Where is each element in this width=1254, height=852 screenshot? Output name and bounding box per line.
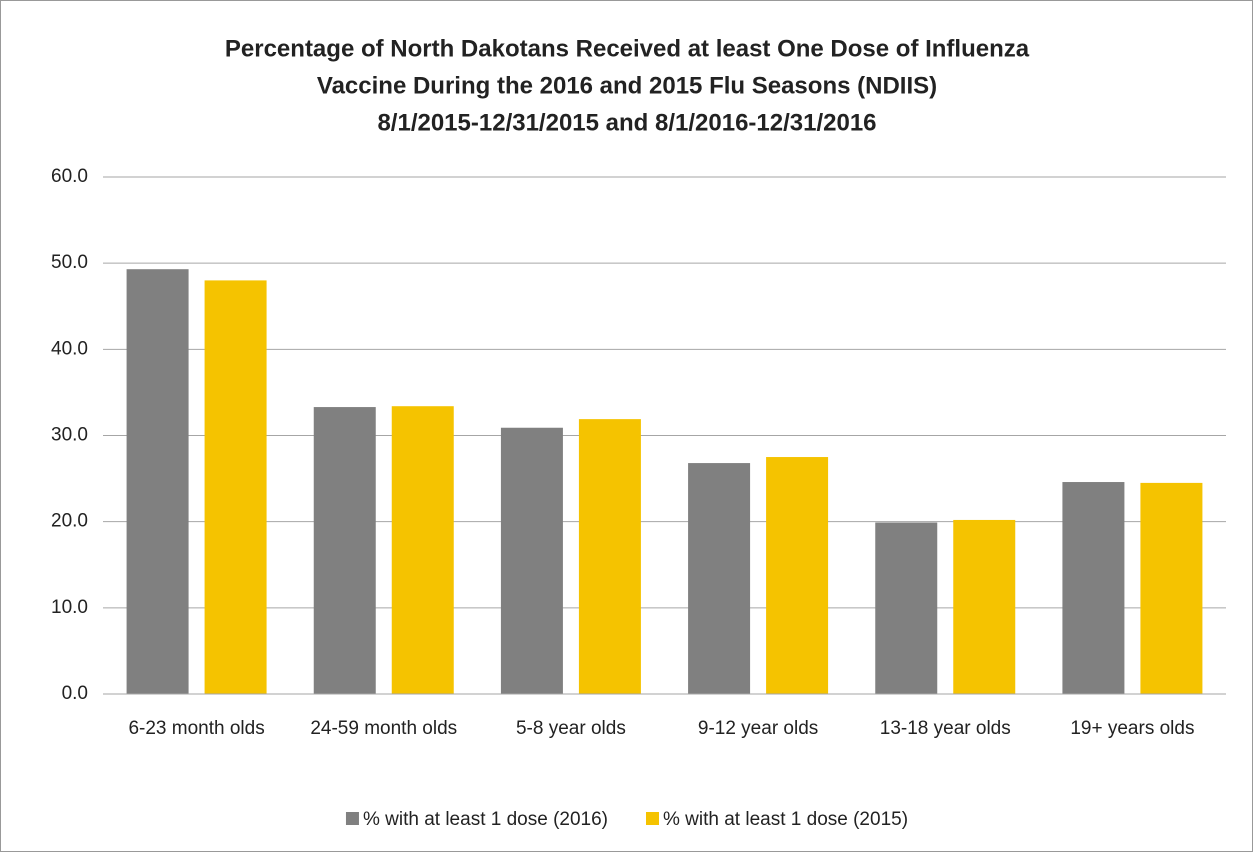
bar <box>1140 482 1203 694</box>
y-tick-label: 60.0 <box>51 166 88 187</box>
y-tick-label: 30.0 <box>51 425 88 446</box>
legend-label: % with at least 1 dose (2015) <box>663 809 908 830</box>
bar <box>1062 482 1125 694</box>
x-tick-label: 6-23 month olds <box>128 718 264 739</box>
x-tick-label: 13-18 year olds <box>880 718 1011 739</box>
bar <box>391 406 454 694</box>
legend-label: % with at least 1 dose (2016) <box>363 809 608 830</box>
legend-swatch <box>646 812 659 825</box>
x-tick-label: 19+ years olds <box>1070 718 1194 739</box>
chart-title: 8/1/2015-12/31/2015 and 8/1/2016-12/31/2… <box>377 109 876 136</box>
chart-title: Percentage of North Dakotans Received at… <box>225 35 1030 62</box>
y-tick-label: 10.0 <box>51 597 88 618</box>
x-tick-label: 9-12 year olds <box>698 718 818 739</box>
bar <box>126 269 189 694</box>
bar <box>578 419 641 694</box>
y-tick-label: 0.0 <box>62 683 88 704</box>
bar <box>313 407 376 694</box>
x-tick-label: 24-59 month olds <box>310 718 457 739</box>
x-tick-label: 5-8 year olds <box>516 718 626 739</box>
y-tick-label: 40.0 <box>51 338 88 359</box>
chart-title: Vaccine During the 2016 and 2015 Flu Sea… <box>317 72 937 99</box>
bar <box>953 519 1016 694</box>
bar <box>204 280 267 694</box>
legend-swatch <box>345 812 359 825</box>
bar <box>875 522 938 694</box>
bar <box>500 427 563 694</box>
bar <box>766 457 829 694</box>
y-tick-label: 20.0 <box>51 511 88 532</box>
y-tick-label: 50.0 <box>51 252 88 273</box>
bar <box>688 463 751 694</box>
